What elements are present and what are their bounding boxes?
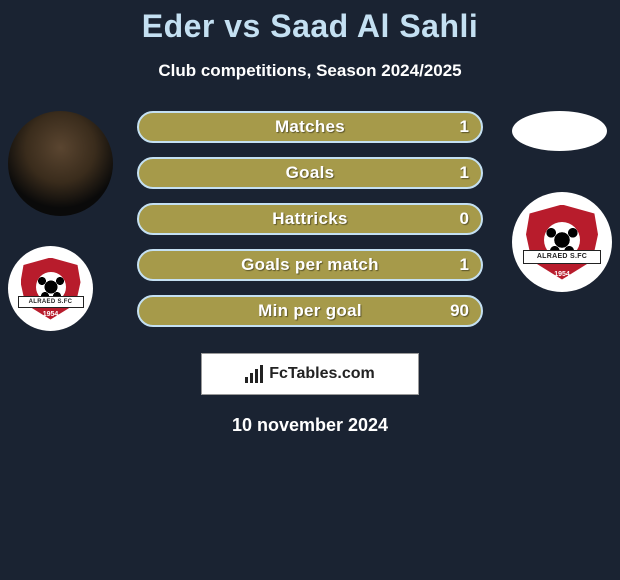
bar-chart-icon xyxy=(245,365,263,383)
player-left-club-badge: ALRAED S.FC 1954 xyxy=(8,246,93,331)
stat-label: Min per goal xyxy=(139,301,481,321)
player-left-column: ALRAED S.FC 1954 xyxy=(8,111,113,331)
shield-icon: ALRAED S.FC 1954 xyxy=(21,258,81,320)
stat-label: Goals xyxy=(139,163,481,183)
club-year: 1954 xyxy=(21,311,81,318)
stat-row: Hattricks 0 xyxy=(137,203,483,235)
stat-label: Matches xyxy=(139,117,481,137)
stat-right-value: 1 xyxy=(460,117,469,137)
club-name-banner: ALRAED S.FC xyxy=(523,250,601,264)
date-label: 10 november 2024 xyxy=(0,415,620,436)
stat-right-value: 1 xyxy=(460,163,469,183)
player-right-column: ALRAED S.FC 1954 xyxy=(512,111,612,292)
club-year: 1954 xyxy=(526,271,598,278)
stat-right-value: 1 xyxy=(460,255,469,275)
shield-icon: ALRAED S.FC 1954 xyxy=(526,205,598,280)
stat-label: Goals per match xyxy=(139,255,481,275)
stat-row: Goals per match 1 xyxy=(137,249,483,281)
stat-right-value: 90 xyxy=(450,301,469,321)
club-name-banner: ALRAED S.FC xyxy=(18,296,84,308)
player-right-club-badge: ALRAED S.FC 1954 xyxy=(512,192,612,292)
stat-label: Hattricks xyxy=(139,209,481,229)
subtitle: Club competitions, Season 2024/2025 xyxy=(0,61,620,81)
stat-row: Goals 1 xyxy=(137,157,483,189)
stat-row: Min per goal 90 xyxy=(137,295,483,327)
source-text: FcTables.com xyxy=(269,365,375,383)
stat-right-value: 0 xyxy=(460,209,469,229)
player-left-photo xyxy=(8,111,113,216)
stats-list: Matches 1 Goals 1 Hattricks 0 Goals per … xyxy=(137,111,483,327)
source-badge: FcTables.com xyxy=(201,353,419,395)
player-right-photo xyxy=(512,111,607,151)
stat-row: Matches 1 xyxy=(137,111,483,143)
comparison-card: Eder vs Saad Al Sahli Club competitions,… xyxy=(0,0,620,580)
main-area: ALRAED S.FC 1954 ALRAED S.FC 1954 Matche… xyxy=(0,111,620,436)
page-title: Eder vs Saad Al Sahli xyxy=(0,8,620,45)
